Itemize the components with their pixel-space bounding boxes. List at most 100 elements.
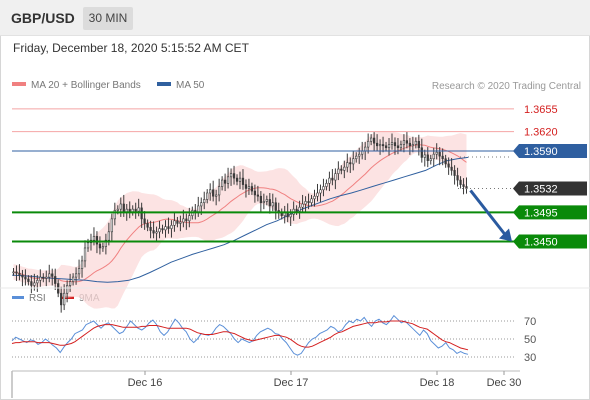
candle-body (235, 177, 239, 182)
candle-body (304, 201, 307, 205)
candle-body (158, 228, 161, 233)
x-tick-label: Dec 17 (274, 377, 309, 389)
candle-body (408, 142, 412, 147)
candle-body (462, 184, 465, 187)
candle-body (215, 194, 218, 197)
candle-body (316, 192, 319, 197)
candle-body (30, 281, 33, 286)
candle-body (71, 276, 75, 282)
candle-body (212, 189, 215, 197)
candle-body (218, 186, 221, 196)
candle-body (110, 218, 113, 233)
legend-ma20-label: MA 20 + Bollinger Bands (31, 80, 141, 91)
candle-body (125, 208, 128, 213)
candle-body (265, 199, 268, 202)
rsi-level-label: 70 (524, 316, 536, 328)
candle-body (101, 246, 105, 249)
chart-header: GBP/USD 30 MIN (0, 0, 590, 36)
ma20-line (13, 144, 467, 283)
legend-rsi: RSI (12, 293, 46, 304)
candle-body (253, 190, 257, 196)
candle-body (83, 247, 87, 262)
candle-body (134, 208, 137, 212)
candle-body (396, 145, 400, 149)
candle-body (24, 276, 27, 280)
candle-body (295, 208, 298, 212)
ma50-line (11, 156, 469, 283)
pivot-label-box (513, 143, 587, 158)
x-tick-label: Dec 30 (487, 377, 522, 389)
candle-body (15, 271, 18, 274)
candle-body (203, 199, 206, 203)
candle-body (238, 177, 242, 182)
candle-body (92, 236, 96, 241)
candle-body (322, 186, 325, 191)
candle-body (80, 260, 84, 269)
candle-body (143, 218, 146, 224)
support-label-box (513, 234, 587, 249)
candle-body (39, 276, 42, 281)
candle-body (33, 282, 36, 286)
ma50-swatch (157, 82, 171, 87)
candle-body (459, 179, 462, 185)
candle-body (420, 147, 423, 158)
candle-body (438, 151, 441, 157)
candle-body (36, 279, 39, 284)
candle-body (358, 153, 361, 157)
candle-body (68, 281, 72, 286)
candle-body (262, 201, 265, 203)
candle-body (310, 198, 313, 204)
current-price-label: 1.3532 (524, 183, 558, 195)
candle-body (250, 186, 254, 192)
legend-ma50: MA 50 (157, 80, 204, 91)
candle-body (274, 202, 277, 211)
candle-body (352, 158, 355, 165)
candle-body (289, 214, 292, 218)
candle-body (381, 144, 385, 147)
candle-body (435, 151, 438, 155)
support-label-box (513, 205, 587, 220)
candle-body (349, 162, 352, 165)
candle-body (447, 163, 450, 168)
resistance-label: 1.3620 (524, 127, 558, 139)
candle-body (54, 276, 57, 284)
candle-body (170, 225, 173, 229)
candle-body (146, 223, 149, 228)
candle-body (241, 177, 245, 185)
candle-body (164, 226, 167, 231)
candle-body (325, 183, 328, 187)
support-label: 1.3495 (524, 207, 558, 219)
candle-body (107, 231, 110, 241)
candle-body (367, 140, 370, 148)
candle-body (244, 184, 248, 189)
rsi-line (11, 314, 469, 356)
candle-body (104, 239, 108, 247)
candle-body (399, 144, 403, 149)
time-axis: Dec 16 Dec 17 Dec 18 Dec 30 (11, 370, 522, 398)
candle-body (21, 274, 24, 278)
candle-body (220, 179, 224, 187)
candle-body (247, 186, 251, 189)
candle-body (152, 230, 155, 234)
current-price-box (513, 181, 587, 196)
candle-body (60, 292, 63, 306)
candle-body (74, 273, 78, 278)
candle-body (167, 226, 170, 229)
candle-body (27, 278, 30, 282)
candle-body (128, 208, 131, 213)
candle-body (372, 137, 376, 144)
candle-body (384, 145, 388, 149)
candle-body (206, 192, 209, 200)
candle-body (453, 170, 456, 176)
candle-body (414, 140, 417, 145)
candle-body (185, 218, 188, 222)
candle-body (149, 226, 152, 231)
rsi-panel: 70 50 30 (11, 314, 536, 364)
copyright-text: Research © 2020 Trading Central (431, 81, 581, 92)
candle-body (229, 173, 233, 178)
candle-body (119, 203, 122, 210)
candle-body (86, 242, 90, 249)
candle-body (226, 176, 230, 184)
timeframe-button[interactable]: 30 MIN (83, 7, 133, 30)
